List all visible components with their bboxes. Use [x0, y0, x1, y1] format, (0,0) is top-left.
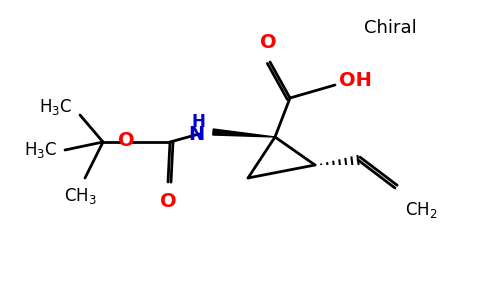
Text: H$_3$C: H$_3$C [39, 97, 72, 117]
Text: CH$_3$: CH$_3$ [63, 186, 96, 206]
Text: CH$_2$: CH$_2$ [405, 200, 438, 220]
Text: N: N [189, 124, 205, 143]
Text: O: O [160, 192, 176, 211]
Text: Chiral: Chiral [363, 19, 416, 37]
Text: OH: OH [339, 71, 371, 91]
Text: H$_3$C: H$_3$C [24, 140, 57, 160]
Polygon shape [213, 129, 275, 137]
Text: O: O [260, 33, 276, 52]
Text: O: O [118, 130, 135, 149]
Text: H: H [191, 113, 205, 131]
